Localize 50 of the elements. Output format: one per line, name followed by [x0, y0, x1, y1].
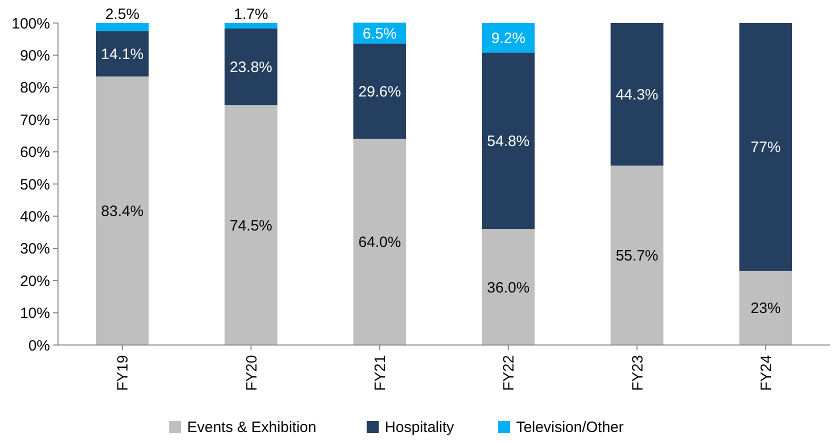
bar [224, 23, 278, 28]
data-label: 2.5% [105, 6, 140, 23]
bar [610, 23, 664, 166]
y-tick-label: 60% [20, 144, 50, 162]
data-label: 23% [750, 300, 781, 318]
bar [224, 28, 278, 106]
y-tick-label: 50% [20, 176, 50, 194]
bar [353, 138, 406, 345]
y-tick-label: 80% [20, 80, 50, 97]
data-label: 44.3% [616, 86, 658, 104]
y-tick-label: 70% [20, 112, 50, 129]
legend-label: Hospitality [384, 419, 454, 436]
bar [224, 105, 278, 345]
data-label: 14.1% [101, 46, 144, 63]
data-label: 74.5% [230, 217, 272, 234]
x-tick-label: FY22 [500, 355, 518, 391]
data-label: 9.2% [491, 30, 526, 48]
y-tick-label: 100% [12, 15, 50, 32]
y-tick-label: 10% [20, 305, 50, 322]
bar [739, 23, 792, 271]
bar [482, 229, 535, 345]
y-tick-label: 40% [20, 208, 50, 226]
bar [482, 52, 535, 230]
y-tick-label: 30% [20, 240, 50, 258]
data-label: 29.6% [358, 84, 401, 101]
bar [610, 166, 664, 345]
data-label: 23.8% [230, 59, 272, 76]
y-tick-label: 90% [20, 47, 50, 64]
x-tick-label: FY19 [114, 355, 132, 391]
data-label: 54.8% [487, 133, 530, 150]
data-label: 1.7% [234, 6, 268, 23]
bar [96, 23, 149, 32]
data-label: 55.7% [616, 248, 658, 265]
x-tick-label: FY24 [758, 355, 775, 391]
x-tick-label: FY21 [372, 355, 389, 391]
data-label: 64.0% [358, 234, 401, 252]
bar [96, 76, 149, 345]
data-label: 77% [750, 139, 781, 156]
data-label: 6.5% [362, 25, 397, 42]
bar [739, 270, 792, 345]
y-tick-label: 20% [20, 272, 50, 290]
y-tick-label: 0% [28, 337, 50, 354]
data-label: 36.0% [487, 279, 530, 296]
bar [353, 44, 406, 139]
legend-label: Television/Other [516, 419, 624, 436]
legend-label: Events & Exhibition [187, 419, 316, 436]
bar [96, 31, 149, 76]
x-tick-label: FY23 [629, 355, 646, 391]
x-tick-label: FY20 [243, 355, 260, 391]
data-label: 83.4% [101, 202, 144, 220]
